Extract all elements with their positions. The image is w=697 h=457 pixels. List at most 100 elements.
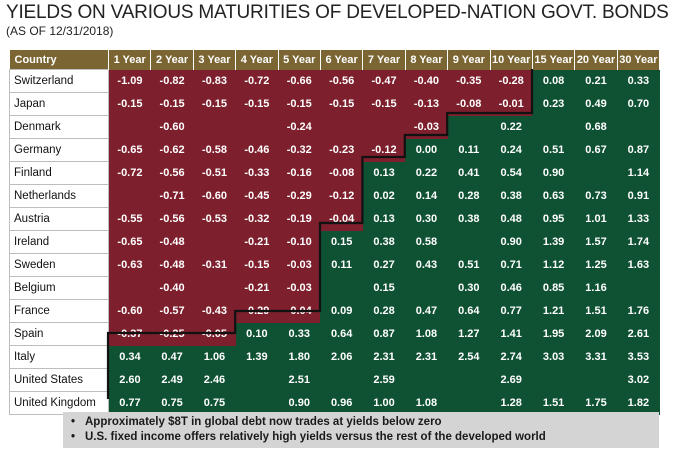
yield-cell: -0.56: [150, 207, 194, 231]
yield-cell: -0.04: [278, 299, 321, 323]
yield-cell: 1.63: [617, 253, 660, 277]
yield-cell: 2.74: [490, 345, 533, 369]
yield-cell: 0.30: [447, 276, 491, 300]
yield-cell: -0.15: [362, 92, 406, 116]
yield-cell: 2.59: [362, 368, 406, 392]
column-header: 3 Year: [193, 50, 237, 70]
country-label: Sweden: [9, 253, 109, 277]
yield-cell: 0.28: [362, 299, 406, 323]
yield-cell: -0.65: [108, 138, 151, 162]
yield-cell: -0.83: [193, 69, 236, 93]
yield-cell: [193, 115, 236, 139]
yield-cell: -0.53: [193, 207, 236, 231]
yield-cell: 0.90: [532, 161, 575, 185]
yield-cell: -0.66: [278, 69, 321, 93]
yield-cell: 0.38: [490, 184, 533, 208]
yield-cell: 2.54: [447, 345, 491, 369]
table-header-row: Country 1 Year 2 Year 3 Year 4 Year 5 Year 6 Y…: [9, 50, 661, 70]
yield-cell: 3.53: [617, 345, 660, 369]
country-label: Ireland: [9, 230, 109, 254]
yield-cell: -0.01: [490, 92, 533, 116]
yield-cell: [574, 161, 618, 185]
yield-cell: -0.05: [193, 322, 236, 346]
country-label: Switzerland: [9, 69, 109, 93]
yield-cell: 0.54: [490, 161, 533, 185]
yield-cell: 0.08: [532, 69, 575, 93]
yield-cell: -0.29: [278, 184, 321, 208]
yield-cell: 0.33: [617, 69, 660, 93]
yield-cell: -0.48: [150, 230, 194, 254]
yield-cell: 1.39: [532, 230, 575, 254]
yield-cell: -0.58: [193, 138, 236, 162]
yield-cell: 1.08: [405, 322, 448, 346]
yield-cell: -0.45: [235, 184, 279, 208]
yield-cell: -0.25: [150, 322, 194, 346]
yield-cell: 0.43: [405, 253, 448, 277]
table-row: Spain -0.37 -0.25 -0.05 0.10 0.33 0.64 0.87 1.08…: [9, 322, 660, 346]
yield-cell: -0.63: [108, 253, 151, 277]
yield-cell: -0.65: [108, 230, 151, 254]
yield-cell: 0.13: [362, 161, 406, 185]
yield-cell: 0.85: [532, 276, 575, 300]
column-header: 20 Year: [574, 50, 618, 70]
yield-cell: 2.31: [362, 345, 406, 369]
chart-title: YIELDS ON VARIOUS MATURITIES OF DEVELOPE…: [6, 2, 669, 23]
yield-cell: 0.15: [362, 276, 406, 300]
yield-cell: -0.72: [235, 69, 279, 93]
table-row: Finland -0.72 -0.56 -0.51 -0.33 -0.16 -0.08 0.1…: [9, 161, 660, 185]
yield-cell: -0.32: [235, 207, 279, 231]
yield-cell: [532, 115, 575, 139]
yield-cell: -0.28: [490, 69, 533, 93]
yield-cell: 0.02: [362, 184, 406, 208]
yield-cell: 1.25: [574, 253, 618, 277]
yield-cell: 0.30: [405, 207, 448, 231]
notes-box: • Approximately $8T in global debt now tr…: [63, 412, 659, 448]
yield-cell: -0.19: [278, 207, 321, 231]
yield-cell: [320, 276, 363, 300]
yield-cell: 1.12: [532, 253, 575, 277]
table-row: United States 2.60 2.49 2.46 2.51 2.59 2.69 3.0…: [9, 368, 660, 392]
yield-cell: -0.10: [278, 230, 321, 254]
yield-cell: -0.56: [150, 161, 194, 185]
yield-cell: 0.71: [490, 253, 533, 277]
yield-cell: 1.57: [574, 230, 618, 254]
country-label: Netherlands: [9, 184, 109, 208]
yield-cell: 0.10: [235, 322, 279, 346]
yield-cell: 1.95: [532, 322, 575, 346]
yield-cell: -0.55: [108, 207, 151, 231]
yield-cell: 1.01: [574, 207, 618, 231]
yield-cell: 0.24: [490, 138, 533, 162]
yield-cell: 1.80: [278, 345, 321, 369]
yield-cell: 0.23: [532, 92, 575, 116]
column-header: 30 Year: [617, 50, 661, 70]
column-header: 10 Year: [490, 50, 533, 70]
yield-cell: 2.09: [574, 322, 618, 346]
yield-cell: 0.73: [574, 184, 618, 208]
yield-cell: -0.60: [150, 115, 194, 139]
yield-cell: -0.35: [447, 69, 491, 93]
yield-cell: [447, 368, 491, 392]
yield-cell: 1.51: [574, 299, 618, 323]
yield-cell: 0.95: [532, 207, 575, 231]
yield-cell: -0.08: [320, 161, 363, 185]
yield-cell: -0.32: [278, 138, 321, 162]
yield-cell: -0.31: [193, 253, 236, 277]
table-row: Italy 0.34 0.47 1.06 1.39 1.80 2.06 2.31 2.31 2.5…: [9, 345, 660, 369]
yield-cell: -0.82: [150, 69, 194, 93]
yield-cell: 0.38: [362, 230, 406, 254]
yield-cell: -0.03: [405, 115, 448, 139]
yield-cell: 3.02: [617, 368, 660, 392]
column-header: 1 Year: [108, 50, 152, 70]
yield-cell: -0.71: [150, 184, 194, 208]
yield-cell: 0.63: [532, 184, 575, 208]
yield-cell: 1.82: [617, 391, 660, 415]
yield-cell: 2.31: [405, 345, 448, 369]
yield-cell: -0.60: [193, 184, 236, 208]
table-row: Switzerland -1.09 -0.82 -0.83 -0.72 -0.66 -0.5…: [9, 69, 660, 93]
yield-cell: -0.33: [235, 161, 279, 185]
country-label: Germany: [9, 138, 109, 162]
yield-cell: 1.27: [447, 322, 491, 346]
yield-cell: 1.14: [617, 161, 660, 185]
yield-cell: -0.24: [278, 115, 321, 139]
yield-cell: 0.28: [447, 184, 491, 208]
